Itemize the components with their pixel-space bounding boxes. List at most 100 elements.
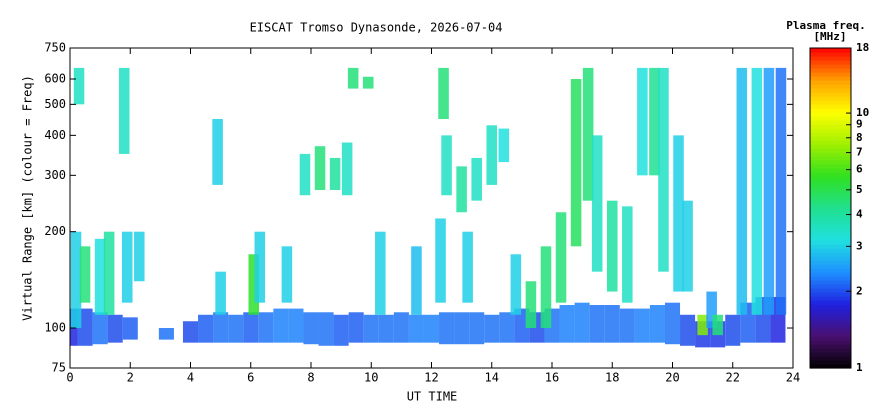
echo-trace [212, 118, 223, 185]
colorbar-cell [810, 160, 851, 165]
echo-trace [273, 308, 289, 343]
colorbar-cell [810, 144, 851, 149]
echo-trace [682, 200, 693, 292]
y-tick-label: 500 [44, 97, 66, 111]
colorbar-cell [810, 256, 851, 261]
colorbar-cell [810, 128, 851, 133]
colorbar-cell [810, 212, 851, 217]
colorbar-cell [810, 364, 851, 369]
colorbar-frame [809, 47, 852, 369]
echo-trace [158, 328, 174, 340]
colorbar-cell [810, 208, 851, 213]
echo-trace [680, 314, 696, 346]
colorbar-cell [810, 220, 851, 225]
x-tick-label: 20 [665, 371, 679, 385]
colorbar-cell [810, 216, 851, 221]
echo-trace [439, 312, 455, 345]
echo-trace [706, 291, 717, 329]
echo-trace [215, 271, 226, 315]
x-tick-label: 18 [605, 371, 619, 385]
echo-trace [411, 246, 422, 315]
echo-trace [462, 231, 473, 303]
echo-trace [314, 146, 326, 190]
echo-trace [198, 314, 214, 343]
echo-trace [347, 67, 359, 89]
echo-trace [582, 67, 594, 201]
colorbar-cell [810, 284, 851, 289]
colorbar-tick-label: 4 [856, 208, 863, 221]
colorbar-tick-label: 9 [856, 118, 863, 131]
y-tick-label: 200 [44, 224, 66, 238]
echo-trace [363, 314, 379, 343]
colorbar-cell [810, 232, 851, 237]
colorbar-cell [810, 360, 851, 365]
echo-trace [664, 302, 681, 345]
echo-trace [362, 76, 374, 89]
echo-trace [570, 79, 582, 247]
echo-trace [254, 231, 266, 303]
echo-trace [649, 67, 660, 176]
echo-trace [469, 312, 485, 345]
echo-trace [258, 312, 274, 343]
x-tick-label: 16 [545, 371, 559, 385]
colorbar-cell [810, 344, 851, 349]
colorbar-cell [810, 308, 851, 313]
x-tick-label: 8 [307, 371, 314, 385]
echo-trace [751, 67, 763, 315]
colorbar-cell [810, 180, 851, 185]
echo-trace [423, 314, 440, 343]
colorbar-unit: [MHz] [813, 30, 846, 43]
colorbar-cell [810, 304, 851, 309]
colorbar-cell [810, 188, 851, 193]
colorbar-cell [810, 48, 851, 53]
echo-trace [456, 166, 467, 213]
y-tick-label: 300 [44, 168, 66, 182]
colorbar-cell [810, 244, 851, 249]
colorbar-cell [810, 264, 851, 269]
colorbar-tick-label: 7 [856, 146, 863, 159]
colorbar-cell [810, 104, 851, 109]
colorbar-cell [810, 248, 851, 253]
echo-trace [622, 206, 633, 303]
echo-trace [486, 125, 498, 185]
colorbar-cell [810, 236, 851, 241]
echo-trace [649, 305, 665, 343]
colorbar-cell [810, 192, 851, 197]
y-tick-label: 600 [44, 72, 66, 86]
echo-trace [348, 312, 364, 343]
echo-trace [454, 312, 470, 345]
echo-trace [673, 135, 684, 292]
echo-trace [498, 128, 510, 163]
echo-trace [604, 305, 620, 343]
colorbar-tick-label: 5 [856, 183, 863, 196]
echo-trace [333, 314, 349, 346]
colorbar-cell [810, 124, 851, 129]
colorbar-cell [810, 328, 851, 333]
echo-trace [103, 231, 115, 315]
colorbar-cell [810, 172, 851, 177]
colorbar-cell [810, 184, 851, 189]
colorbar-cell [810, 56, 851, 61]
echo-trace [697, 314, 708, 336]
colorbar-cell [810, 164, 851, 169]
echo-trace [408, 314, 424, 343]
echo-trace [375, 231, 386, 315]
x-tick-label: 0 [66, 371, 73, 385]
colorbar-cell [810, 156, 851, 161]
echo-trace [94, 238, 106, 315]
echo-trace [70, 231, 82, 329]
colorbar-cell [810, 228, 851, 233]
echo-trace [299, 153, 311, 196]
x-tick-label: 4 [187, 371, 194, 385]
echo-trace [634, 308, 650, 343]
echo-trace [619, 308, 635, 343]
colorbar-cell [810, 136, 851, 141]
x-tick-label: 10 [364, 371, 378, 385]
colorbar-cell [810, 272, 851, 277]
colorbar-tick-label: 2 [856, 284, 863, 297]
colorbar-cell [810, 72, 851, 77]
echo-trace [559, 305, 575, 343]
colorbar-tick-label: 10 [856, 106, 869, 119]
echo-trace [118, 67, 130, 154]
